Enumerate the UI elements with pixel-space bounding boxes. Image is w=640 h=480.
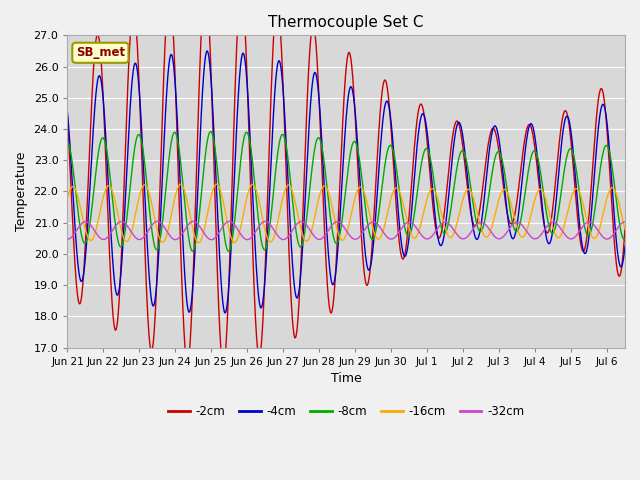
-8cm: [611, 181, 618, 187]
-32cm: [160, 224, 168, 230]
-16cm: [278, 200, 285, 206]
-2cm: [127, 23, 135, 28]
-16cm: [550, 229, 558, 235]
-32cm: [278, 236, 285, 242]
Legend: -2cm, -4cm, -8cm, -16cm, -32cm: -2cm, -4cm, -8cm, -16cm, -32cm: [164, 400, 529, 423]
Y-axis label: Temperature: Temperature: [15, 152, 28, 231]
-4cm: [611, 215, 618, 221]
-32cm: [302, 221, 310, 227]
-32cm: [63, 236, 71, 242]
-4cm: [63, 109, 71, 115]
-32cm: [207, 237, 215, 242]
-16cm: [611, 187, 618, 192]
-4cm: [204, 48, 211, 54]
-32cm: [611, 230, 618, 236]
Line: -4cm: -4cm: [67, 51, 625, 313]
-2cm: [550, 191, 558, 196]
-8cm: [127, 175, 135, 181]
-16cm: [621, 226, 629, 232]
-4cm: [550, 216, 558, 221]
-32cm: [550, 219, 558, 225]
-4cm: [160, 137, 168, 143]
-32cm: [621, 219, 629, 225]
-32cm: [127, 228, 135, 234]
-2cm: [611, 240, 618, 246]
-4cm: [221, 310, 229, 316]
Line: -2cm: -2cm: [67, 0, 625, 365]
-8cm: [160, 204, 168, 209]
-4cm: [127, 91, 135, 97]
-2cm: [220, 362, 227, 368]
-8cm: [278, 132, 285, 138]
Line: -16cm: -16cm: [67, 184, 625, 242]
-32cm: [189, 218, 197, 224]
-16cm: [302, 238, 310, 244]
Text: SB_met: SB_met: [76, 46, 125, 59]
-4cm: [302, 184, 310, 190]
-8cm: [621, 236, 629, 242]
-16cm: [63, 194, 71, 200]
Line: -32cm: -32cm: [67, 221, 625, 240]
-16cm: [212, 181, 220, 187]
-2cm: [160, 63, 168, 69]
Line: -8cm: -8cm: [67, 132, 625, 251]
-16cm: [195, 240, 202, 245]
-8cm: [63, 139, 71, 145]
-4cm: [621, 243, 629, 249]
X-axis label: Time: Time: [331, 372, 362, 385]
-8cm: [225, 248, 232, 254]
-4cm: [278, 70, 285, 76]
-2cm: [302, 132, 310, 138]
Title: Thermocouple Set C: Thermocouple Set C: [268, 15, 424, 30]
-8cm: [207, 129, 214, 134]
-2cm: [621, 226, 629, 231]
-16cm: [127, 231, 135, 237]
-16cm: [160, 238, 168, 244]
-8cm: [302, 222, 310, 228]
-8cm: [550, 228, 558, 233]
-2cm: [278, 49, 285, 55]
-2cm: [63, 114, 71, 120]
